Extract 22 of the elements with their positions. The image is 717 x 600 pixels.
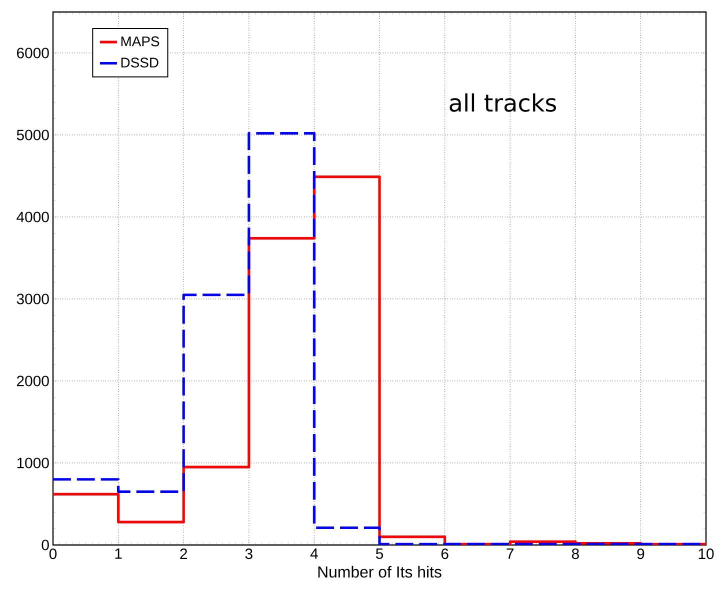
y-tick-label: 5000	[16, 130, 49, 140]
x-tick-label: 0	[49, 548, 57, 560]
x-tick-label: 4	[310, 548, 318, 559]
x-tick-label: 2	[180, 548, 188, 559]
annotation: all tracks	[450, 93, 556, 112]
y-tick-label: 4000	[16, 212, 49, 222]
x-tick-label: 3	[245, 548, 252, 560]
x-tick-label: 1	[115, 548, 122, 559]
y-tick-label: 2000	[16, 376, 49, 386]
x-tick-label: 8	[572, 548, 579, 560]
legend-label: MAPS	[121, 36, 160, 46]
y-tick-label: 3000	[16, 294, 49, 304]
y-tick-label: 0	[42, 540, 49, 550]
y-tick-label: 1000	[17, 458, 49, 468]
x-tick-label: 10	[698, 548, 714, 560]
x-tick-label: 9	[637, 548, 644, 560]
legend-label: DSSD	[121, 58, 158, 68]
y-tick-label: 6000	[17, 48, 49, 58]
x-axis-title: Number of Its hits	[318, 566, 442, 578]
x-tick-label: 6	[441, 548, 448, 560]
x-tick-label: 5	[376, 548, 384, 559]
x-tick-label: 7	[506, 548, 514, 559]
